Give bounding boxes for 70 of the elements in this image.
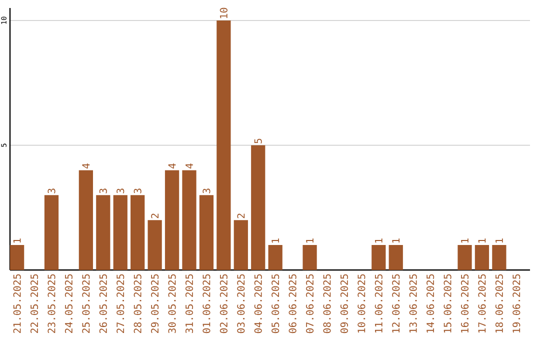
data-label: 1 <box>13 238 21 243</box>
x-tick-label: 09.06.2025 <box>340 274 348 334</box>
data-label: 3 <box>99 188 107 194</box>
x-tick-label: 05.06.2025 <box>272 274 280 334</box>
x-tick-label: 22.05.2025 <box>30 274 38 333</box>
data-label: 10 <box>220 8 228 18</box>
data-label: 1 <box>461 238 468 243</box>
bar <box>148 220 162 270</box>
x-tick-label: 19.06.2025 <box>512 274 520 333</box>
bar <box>302 245 317 270</box>
bar <box>78 170 93 270</box>
x-tick-label: 11.06.2025 <box>374 274 382 333</box>
bar <box>130 195 145 270</box>
x-tick-label: 18.06.2025 <box>495 274 503 333</box>
bar <box>372 245 386 270</box>
bar <box>10 245 24 270</box>
x-tick-label: 10.06.2025 <box>358 274 366 333</box>
x-tick-label: 30.05.2025 <box>168 274 176 334</box>
data-label: 1 <box>375 238 382 243</box>
x-tick-label: 29.05.2025 <box>151 274 159 333</box>
x-tick-label: 13.06.2025 <box>409 274 417 333</box>
x-tick-label: 01.06.2025 <box>202 274 210 334</box>
bar <box>164 170 180 270</box>
x-tick-label: 17.06.2025 <box>478 274 486 333</box>
data-label: 5 <box>254 138 262 144</box>
data-label: 4 <box>168 163 176 168</box>
x-tick-label: 31.05.2025 <box>185 274 194 334</box>
x-tick-label: 12.06.2025 <box>392 274 400 333</box>
data-label: 3 <box>48 188 56 194</box>
x-tick-label: 06.06.2025 <box>288 274 296 334</box>
data-label: 3 <box>134 188 142 194</box>
x-tick-label: 26.05.2025 <box>99 274 107 333</box>
bar <box>492 245 506 270</box>
x-tick-label: 21.05.2025 <box>13 274 21 333</box>
bar <box>113 195 128 270</box>
x-tick-label: 25.05.2025 <box>82 274 90 333</box>
x-tick-label: 02.06.2025 <box>220 274 228 334</box>
bar <box>388 245 403 270</box>
data-label: 1 <box>306 238 314 243</box>
bar <box>234 220 248 270</box>
data-label: 4 <box>186 163 193 168</box>
bar <box>458 245 472 270</box>
x-tick-label: 14.06.2025 <box>426 274 434 333</box>
x-tick-label: 27.05.2025 <box>116 274 124 333</box>
x-tick-label: 15.06.2025 <box>444 274 452 333</box>
data-label: 1 <box>478 238 486 243</box>
data-label: 1 <box>272 238 279 243</box>
bar <box>474 245 490 270</box>
data-label: 2 <box>237 214 245 218</box>
bar <box>268 245 282 270</box>
bar <box>96 195 110 270</box>
data-label: 4 <box>82 163 90 168</box>
x-tick-label: 16.06.2025 <box>460 274 469 333</box>
x-tick-label: 28.05.2025 <box>134 274 142 333</box>
x-tick-label: 23.05.2025 <box>48 274 56 333</box>
x-tick-label: 04.06.2025 <box>254 274 262 334</box>
data-label: 3 <box>202 188 210 194</box>
x-tick-label: 08.06.2025 <box>323 274 331 334</box>
x-tick-label: 07.06.2025 <box>306 274 314 334</box>
x-tick-label: 03.06.2025 <box>237 274 245 334</box>
x-tick-label: 24.05.2025 <box>64 274 72 333</box>
bar <box>199 195 214 270</box>
data-label: 1 <box>496 238 503 243</box>
data-label: 2 <box>151 214 159 218</box>
bar <box>44 195 59 270</box>
data-label: 3 <box>116 188 124 194</box>
bar <box>251 145 266 270</box>
data-label: 1 <box>392 238 400 243</box>
bar <box>182 170 196 270</box>
bar <box>216 20 231 270</box>
